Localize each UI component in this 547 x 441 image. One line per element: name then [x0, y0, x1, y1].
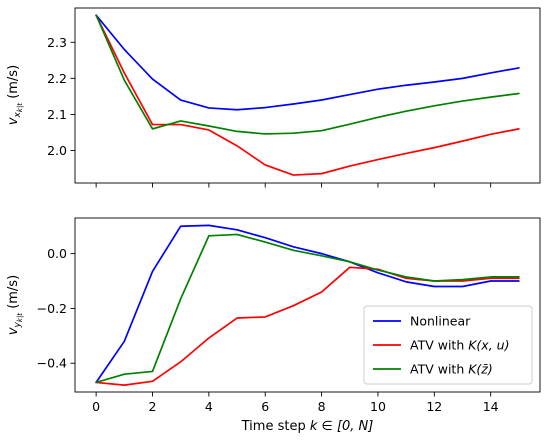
series-line-1-2 — [95, 233, 520, 384]
x-tick-label-1-6: 12 — [426, 399, 442, 414]
x-tick-label-1-1: 2 — [149, 399, 157, 414]
legend-label-2: ATV with K(z̄) — [410, 362, 493, 377]
legend-label-1: ATV with K(x, u) — [410, 338, 509, 353]
y-tick-label-1-2: 0.0 — [47, 246, 67, 261]
x-tick-label-1-7: 14 — [483, 399, 499, 414]
y-tick-label-1-0: −0.4 — [37, 356, 67, 371]
x-tick-label-1-3: 6 — [261, 399, 269, 414]
series-line-0-2 — [95, 14, 520, 135]
series-line-0-0 — [95, 14, 520, 111]
y-axis-label-1: vyk|t (m/s) — [6, 275, 24, 335]
series-line-0-1 — [95, 14, 520, 176]
y-tick-label-0-0: 2.0 — [47, 143, 67, 158]
top-panel-vx: 2.0 2.1 2.2 2.3 vxk|t (m/s) — [6, 7, 541, 188]
x-tick-label-1-2: 4 — [205, 399, 213, 414]
x-tick-label-1-0: 0 — [92, 399, 100, 414]
legend — [363, 305, 533, 385]
x-axis-label: Time step k ∈ [0, N] — [241, 419, 374, 434]
legend-label-0: Nonlinear — [410, 314, 471, 329]
axes-frame-0 — [74, 7, 541, 184]
x-tick-label-1-4: 8 — [318, 399, 326, 414]
series-line-1-0 — [95, 224, 520, 384]
bottom-panel-vy: 0 2 4 6 8 10 12 14 −0.4 −0.2 0.0 vyk|t (m/s) Time st… — [6, 217, 541, 434]
y-tick-label-0-2: 2.2 — [47, 71, 67, 86]
axes-frame-1 — [74, 217, 541, 393]
y-tick-label-0-1: 2.1 — [47, 107, 67, 122]
y-tick-label-0-3: 2.3 — [47, 35, 67, 50]
y-axis-label-0: vxk|t (m/s) — [6, 65, 24, 125]
y-tick-label-1-1: −0.2 — [37, 301, 67, 316]
x-tick-label-1-5: 10 — [370, 399, 386, 414]
